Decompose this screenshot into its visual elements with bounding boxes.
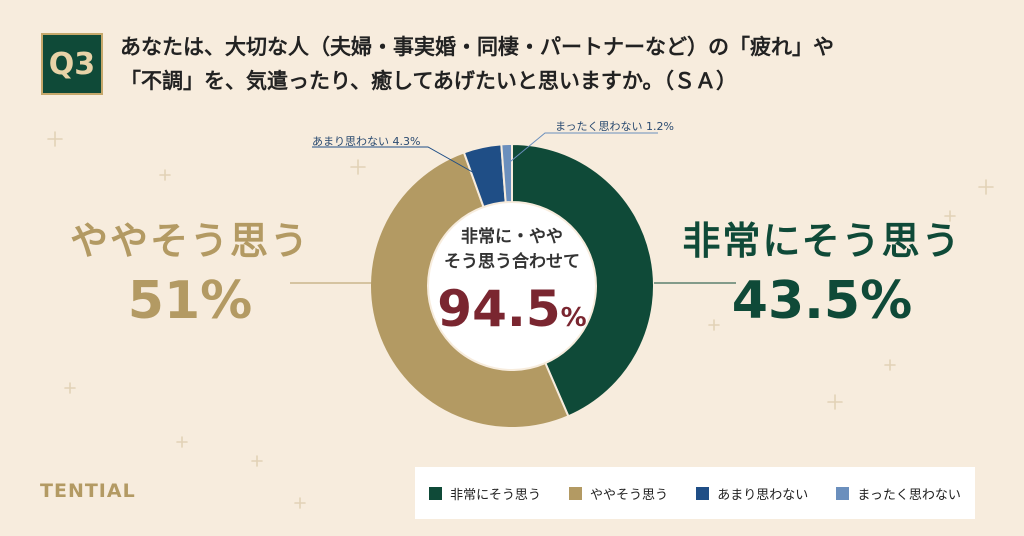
leader-rarely-agree <box>312 146 477 175</box>
center-line-2: そう思う合わせて <box>444 252 580 272</box>
donut-center-summary: 非常に・やや そう思う合わせて 94.5% <box>427 225 597 348</box>
legend-label: ややそう思う <box>590 487 669 503</box>
brand-logo: TENTIAL <box>40 480 136 502</box>
center-total: 94.5% <box>427 279 597 348</box>
legend-swatch <box>429 486 443 500</box>
legend-label: あまり思わない <box>717 487 809 503</box>
legend-swatch <box>569 486 582 500</box>
chart-legend: 非常にそう思う ややそう思う あまり思わない まったく思わない <box>415 467 975 519</box>
legend-label: 非常にそう思う <box>450 487 541 503</box>
legend-item: ややそう思う <box>569 484 668 503</box>
center-total-value: 94.5 <box>437 280 561 338</box>
legend-swatch <box>696 486 710 500</box>
label-strongly-agree-name: 非常にそう思う <box>682 219 962 263</box>
question-line-2: 「不調」を、気遣ったり、癒してあげたいと思いますか。（ＳＡ） <box>120 69 737 93</box>
label-somewhat-agree-name: ややそう思う <box>69 219 310 263</box>
label-rarely-agree: あまり思わない 4.3% <box>312 135 421 148</box>
slice-not-at-all <box>500 142 513 204</box>
center-line-1: 非常に・やや <box>461 227 563 247</box>
question-text: あなたは、大切な人（夫婦・事実婚・同棲・パートナーなど）の「疲れ」や 「不調」を… <box>120 30 1010 98</box>
donut-hole <box>429 203 595 369</box>
legend-swatch <box>836 486 850 500</box>
question-line-1: あなたは、大切な人（夫婦・事実婚・同棲・パートナーなど）の「疲れ」や <box>120 35 834 59</box>
leader-not-at-all <box>504 132 658 167</box>
legend-item: あまり思わない <box>696 484 808 503</box>
label-somewhat-agree: ややそう思う 51% <box>60 210 320 331</box>
legend-label: まったく思わない <box>857 487 961 503</box>
label-not-at-all: まったく思わない 1.2% <box>555 120 675 133</box>
legend-item: 非常にそう思う <box>429 484 541 503</box>
label-strongly-agree: 非常にそう思う 43.5% <box>672 210 972 331</box>
slice-strongly-agree <box>511 142 655 418</box>
question-number-badge: Q3 <box>41 33 103 95</box>
label-somewhat-agree-value: 51% <box>127 271 253 331</box>
slice-somewhat-agree <box>369 151 570 429</box>
center-total-unit: % <box>560 303 587 333</box>
label-strongly-agree-value: 43.5% <box>731 271 913 331</box>
legend-item: まったく思わない <box>836 484 961 503</box>
